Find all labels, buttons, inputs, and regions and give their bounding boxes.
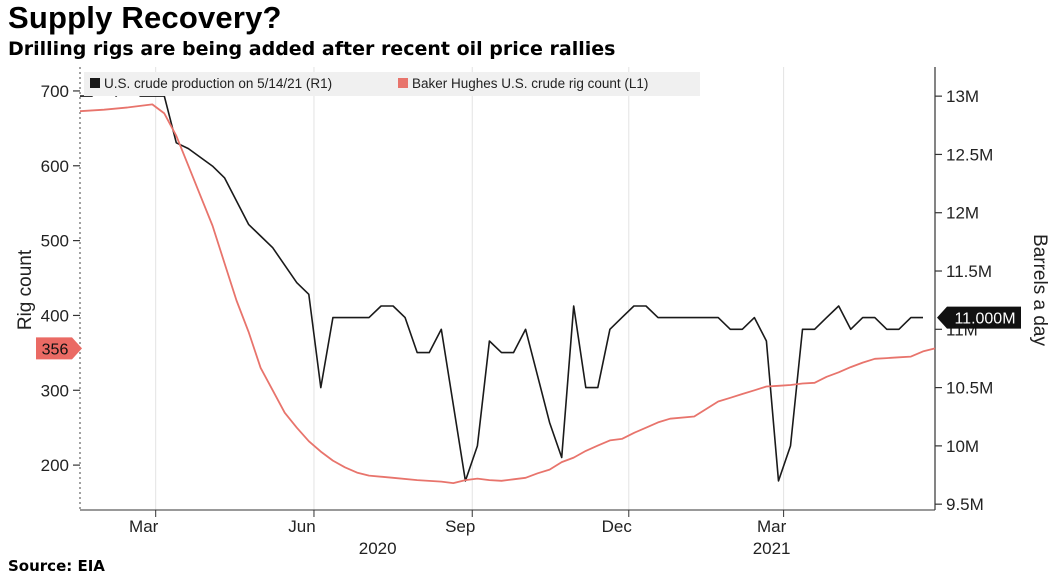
right-tick-label-4: 11.5M — [946, 262, 992, 281]
left-tick-label-4: 600 — [41, 157, 69, 176]
source-note: Source: EIA — [8, 557, 105, 575]
rig-count-value-badge — [36, 337, 82, 360]
legend-swatch-1 — [398, 78, 408, 88]
right-tick-label-0: 9.5M — [946, 495, 984, 514]
legend-swatch-0 — [90, 78, 100, 88]
chart-subtitle: Drilling rigs are being added after rece… — [8, 38, 616, 60]
rig-count-value-label: 356 — [42, 341, 69, 358]
right-tick-label-7: 13M — [946, 87, 979, 106]
x-year-label-0: 2020 — [359, 539, 397, 558]
right-tick-label-2: 10.5M — [946, 379, 993, 398]
right-axis-title: Barrels a day — [1029, 234, 1050, 346]
legend-label-0: U.S. crude production on 5/14/21 (R1) — [104, 76, 332, 91]
legend-box — [84, 72, 700, 96]
left-tick-label-2: 400 — [41, 306, 69, 325]
left-tick-label-3: 500 — [41, 232, 69, 251]
right-tick-label-5: 12M — [946, 204, 979, 223]
x-year-label-1: 2021 — [753, 539, 791, 558]
production-value-badge — [937, 306, 1021, 329]
left-tick-label-1: 300 — [41, 381, 69, 400]
x-tick-label-1: Jun — [288, 517, 315, 536]
x-tick-label-2: Sep — [445, 517, 475, 536]
left-tick-label-0: 200 — [41, 456, 69, 475]
x-tick-label-3: Dec — [602, 517, 633, 536]
legend-label-1: Baker Hughes U.S. crude rig count (L1) — [412, 76, 648, 91]
x-tick-label-0: Mar — [129, 517, 159, 536]
series-line-production — [80, 83, 923, 482]
x-tick-label-4: Mar — [757, 517, 787, 536]
chart-title: Supply Recovery? — [8, 0, 282, 35]
right-tick-label-6: 12.5M — [946, 145, 993, 164]
left-tick-label-5: 700 — [41, 82, 69, 101]
series-line-rig-count — [79, 103, 936, 485]
right-tick-label-1: 10M — [946, 437, 979, 456]
production-value-label: 11.000M — [954, 311, 1015, 328]
left-axis-title: Rig count — [15, 249, 36, 330]
